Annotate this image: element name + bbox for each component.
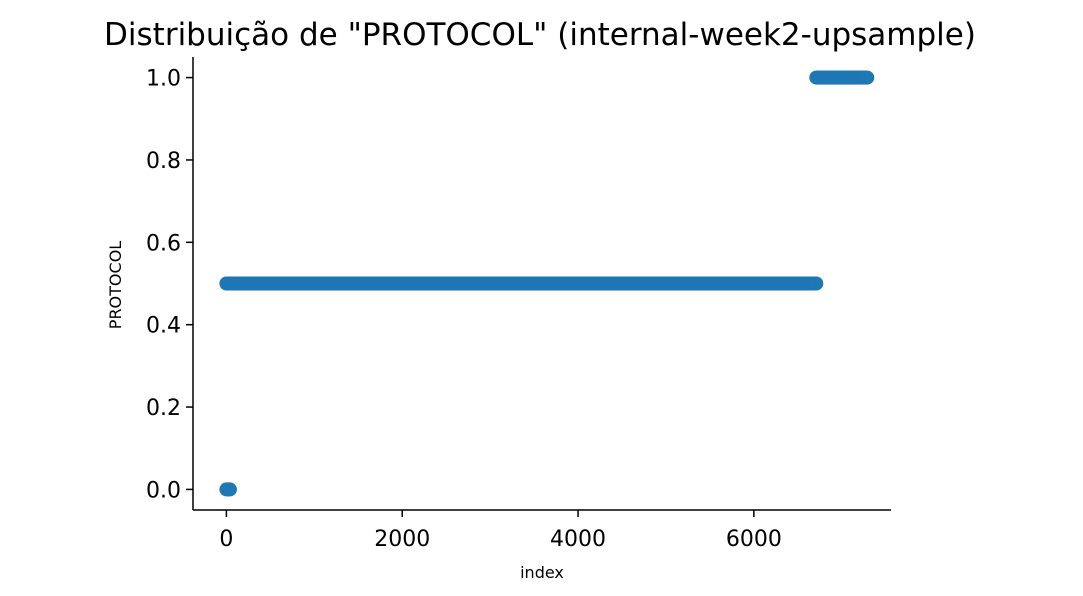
data-point <box>809 276 824 291</box>
y-tick-label: 0.2 <box>146 396 181 421</box>
data-point <box>222 482 237 497</box>
y-tick-label: 0.0 <box>146 478 181 503</box>
x-tick-label: 0 <box>219 527 233 552</box>
y-axis-label: PROTOCOL <box>106 241 125 329</box>
y-ticks: 0.0 0.2 0.4 0.6 0.8 1.0 <box>146 67 193 503</box>
x-tick-label: 4000 <box>550 527 606 552</box>
chart-title: Distribuição de "PROTOCOL" (internal-wee… <box>104 17 976 53</box>
x-tick-label: 6000 <box>726 527 782 552</box>
x-ticks: 0 2000 4000 6000 <box>219 510 782 552</box>
x-tick-label: 2000 <box>374 527 430 552</box>
y-tick-label: 0.6 <box>146 231 181 256</box>
y-tick-label: 0.8 <box>146 149 181 174</box>
y-tick-label: 0.4 <box>146 314 181 339</box>
x-axis-label: index <box>520 563 564 582</box>
data-point <box>860 70 875 85</box>
y-tick-label: 1.0 <box>146 67 181 92</box>
data-points <box>219 70 875 497</box>
